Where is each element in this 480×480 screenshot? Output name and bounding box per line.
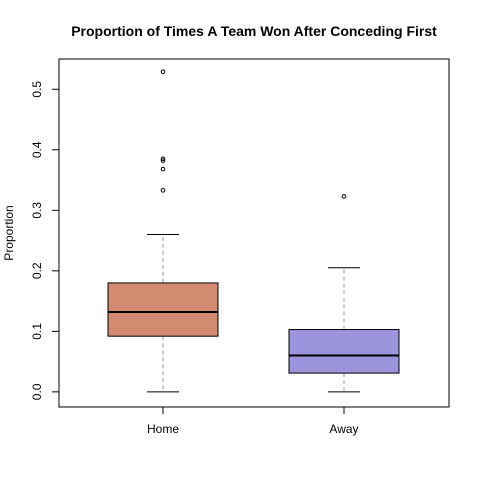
outlier-point [160, 158, 166, 163]
y-tick-label: 0.3 [30, 202, 44, 219]
box-iqr [107, 282, 219, 337]
outlier-point [341, 194, 347, 199]
outlier-point [160, 156, 166, 162]
box-home [107, 69, 219, 393]
box-away [288, 194, 400, 393]
y-tick-label: 0.2 [30, 262, 44, 279]
y-tick-label: 0.0 [30, 383, 44, 400]
y-axis-label: Proportion [2, 205, 16, 260]
y-tick-label: 0.5 [30, 81, 44, 98]
x-axis: Home Away [147, 406, 359, 436]
x-tick-label: Home [147, 422, 179, 436]
box-iqr [288, 329, 400, 374]
outlier-point [160, 166, 166, 172]
y-tick-label: 0.1 [30, 323, 44, 340]
y-axis: 0.0 0.1 0.2 0.3 0.4 0.5 [30, 81, 60, 400]
boxes [107, 69, 400, 393]
outlier-point [160, 69, 166, 75]
outlier-point [160, 188, 166, 193]
chart-title: Proportion of Times A Team Won After Con… [71, 23, 437, 39]
x-tick-label: Away [329, 422, 358, 436]
y-tick-label: 0.4 [30, 141, 44, 158]
